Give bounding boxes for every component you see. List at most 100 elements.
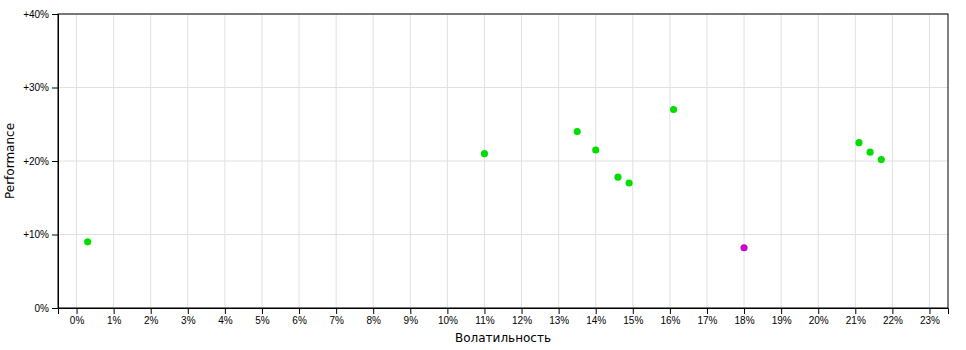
x-tick-label: 12%	[512, 315, 532, 326]
y-tick: +20%	[23, 156, 58, 167]
x-tick-mark	[299, 308, 300, 314]
x-tick-mark	[929, 308, 930, 314]
x-tick: 1%	[107, 308, 122, 326]
x-tick-mark	[484, 308, 485, 314]
y-grid-line	[58, 161, 948, 162]
point	[670, 106, 677, 113]
points	[84, 106, 885, 251]
y-tick: +40%	[23, 9, 58, 20]
x-tick-mark	[188, 308, 189, 314]
x-tick-label: 18%	[735, 315, 755, 326]
y-tick-label: +20%	[23, 156, 49, 167]
x-tick-mark	[596, 308, 597, 314]
point	[855, 139, 862, 146]
x-tick-mark	[744, 308, 745, 314]
x-tick-mark	[410, 308, 411, 314]
x-tick: 17%	[697, 308, 717, 326]
x-tick-label: 10%	[438, 315, 458, 326]
x-tick: 18%	[735, 308, 755, 326]
x-tick: 16%	[660, 308, 680, 326]
x-tick: 13%	[549, 308, 569, 326]
x-axis-line	[59, 309, 949, 315]
chart: 0% 1% 2% 3% 4% 5% 6% 7% 8% 9% 10% 11% 12% 13% 14% 15% 16…	[0, 0, 966, 350]
x-tick: 10%	[438, 308, 458, 326]
x-tick-label: 5%	[255, 315, 270, 326]
x-tick: 20%	[809, 308, 829, 326]
x-tick-mark	[373, 308, 374, 314]
x-tick: 6%	[292, 308, 307, 326]
y-tick-label: +30%	[23, 82, 49, 93]
x-tick-label: 0%	[70, 315, 85, 326]
x-tick: 3%	[181, 308, 196, 326]
point	[614, 174, 621, 181]
x-tick-label: 14%	[586, 315, 606, 326]
y-tick-mark	[52, 14, 58, 15]
y-tick-mark	[52, 88, 58, 89]
y-tick-mark	[52, 235, 58, 236]
x-tick: 2%	[144, 308, 159, 326]
x-tick-label: 19%	[772, 315, 792, 326]
y-grid-line	[58, 234, 948, 235]
point	[626, 179, 633, 186]
x-tick: 8%	[366, 308, 381, 326]
x-tick: 22%	[883, 308, 903, 326]
y-tick-label: +10%	[23, 229, 49, 240]
x-tick-label: 3%	[181, 315, 196, 326]
point	[878, 156, 885, 163]
grid	[58, 14, 948, 308]
point	[574, 128, 581, 135]
x-tick-mark	[670, 308, 671, 314]
x-axis-label: Волатильность	[455, 331, 551, 345]
x-tick-mark	[781, 308, 782, 314]
x-tick: 5%	[255, 308, 270, 326]
y-tick-mark	[52, 161, 58, 162]
x-tick: 0%	[70, 308, 85, 326]
x-tick-mark	[114, 308, 115, 314]
x-tick-mark	[262, 308, 263, 314]
point	[592, 146, 599, 153]
x-tick-mark	[336, 308, 337, 314]
x-tick-mark	[522, 308, 523, 314]
y-tick: +30%	[23, 82, 58, 93]
plot-frame	[58, 14, 948, 308]
y-axis-line	[52, 15, 59, 309]
x-tick-mark	[559, 308, 560, 314]
y-axis: 0% +10% +20% +30% +40%	[23, 9, 58, 314]
x-tick-label: 23%	[920, 315, 940, 326]
y-grid-line	[58, 87, 948, 88]
x-tick-label: 4%	[218, 315, 233, 326]
x-tick: 19%	[772, 308, 792, 326]
x-tick: 15%	[623, 308, 643, 326]
plot: 0% 1% 2% 3% 4% 5% 6% 7% 8% 9% 10% 11% 12% 13% 14% 15% 16…	[23, 9, 948, 326]
x-tick: 14%	[586, 308, 606, 326]
y-tick-mark	[52, 308, 58, 309]
x-tick-label: 1%	[107, 315, 122, 326]
y-tick-label: +40%	[23, 9, 49, 20]
y-tick: 0%	[35, 303, 58, 314]
x-tick-label: 8%	[366, 315, 381, 326]
x-tick-label: 20%	[809, 315, 829, 326]
x-tick-label: 9%	[404, 315, 419, 326]
x-tick-mark	[77, 308, 78, 314]
x-tick-mark	[892, 308, 893, 314]
x-tick-label: 13%	[549, 315, 569, 326]
x-tick: 9%	[404, 308, 419, 326]
x-tick-mark	[151, 308, 152, 314]
x-tick-label: 7%	[329, 315, 344, 326]
x-tick-mark	[818, 308, 819, 314]
x-tick: 12%	[512, 308, 532, 326]
y-axis-label: Performance	[3, 123, 17, 199]
x-tick-label: 11%	[475, 315, 494, 326]
x-tick-label: 15%	[623, 315, 643, 326]
x-tick: 11%	[475, 308, 494, 326]
point	[867, 149, 874, 156]
x-tick-label: 22%	[883, 315, 903, 326]
x-tick: 7%	[329, 308, 344, 326]
point	[84, 238, 91, 245]
x-tick-label: 16%	[660, 315, 680, 326]
x-tick-label: 6%	[292, 315, 307, 326]
x-tick-label: 2%	[144, 315, 159, 326]
point	[740, 244, 747, 251]
x-tick-mark	[225, 308, 226, 314]
x-tick-label: 17%	[697, 315, 717, 326]
